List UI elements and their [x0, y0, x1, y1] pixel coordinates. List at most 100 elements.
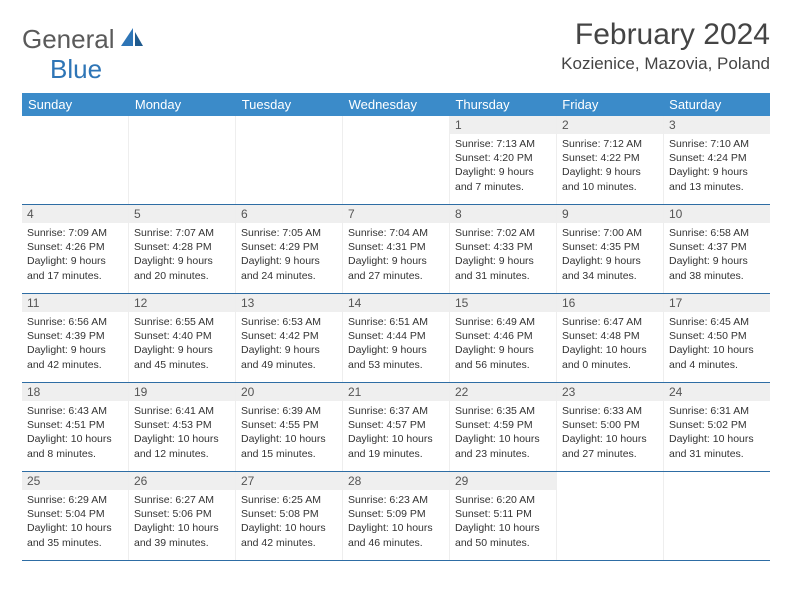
brand-part1: General — [22, 24, 115, 55]
daylight-text: and 50 minutes. — [455, 536, 551, 550]
day-cell: 1Sunrise: 7:13 AMSunset: 4:20 PMDaylight… — [450, 116, 557, 204]
daylight-text: and 17 minutes. — [27, 269, 123, 283]
sunset-text: Sunset: 4:59 PM — [455, 418, 551, 432]
daylight-text: Daylight: 9 hours — [348, 343, 444, 357]
sunrise-text: Sunrise: 6:37 AM — [348, 404, 444, 418]
daylight-text: Daylight: 10 hours — [134, 521, 230, 535]
daylight-text: and 46 minutes. — [348, 536, 444, 550]
day-number: 2 — [557, 116, 663, 134]
sunset-text: Sunset: 4:44 PM — [348, 329, 444, 343]
daylight-text: Daylight: 9 hours — [27, 254, 123, 268]
daylight-text: and 31 minutes. — [669, 447, 765, 461]
sunset-text: Sunset: 5:04 PM — [27, 507, 123, 521]
sunset-text: Sunset: 4:40 PM — [134, 329, 230, 343]
daylight-text: and 35 minutes. — [27, 536, 123, 550]
day-cell: 5Sunrise: 7:07 AMSunset: 4:28 PMDaylight… — [129, 205, 236, 293]
sunrise-text: Sunrise: 6:39 AM — [241, 404, 337, 418]
day-cell: 25Sunrise: 6:29 AMSunset: 5:04 PMDayligh… — [22, 472, 129, 560]
empty-cell — [22, 116, 129, 204]
day-cell: 16Sunrise: 6:47 AMSunset: 4:48 PMDayligh… — [557, 294, 664, 382]
daylight-text: Daylight: 10 hours — [241, 521, 337, 535]
dow-friday: Friday — [556, 93, 663, 116]
day-number: 27 — [236, 472, 342, 490]
daylight-text: Daylight: 9 hours — [562, 165, 658, 179]
sunrise-text: Sunrise: 7:04 AM — [348, 226, 444, 240]
daylight-text: and 4 minutes. — [669, 358, 765, 372]
day-number: 28 — [343, 472, 449, 490]
day-cell: 27 Sunrise: 6:25 AMSunset: 5:08 PMDayligh… — [236, 472, 343, 560]
sunrise-text: Sunrise: 6:53 AM — [241, 315, 337, 329]
weeks-container: 1Sunrise: 7:13 AMSunset: 4:20 PMDaylight… — [22, 116, 770, 561]
sunrise-text: Sunrise: 6:43 AM — [27, 404, 123, 418]
day-cell: 14Sunrise: 6:51 AMSunset: 4:44 PMDayligh… — [343, 294, 450, 382]
daylight-text: Daylight: 9 hours — [669, 254, 765, 268]
title-block: February 2024 Kozienice, Mazovia, Poland — [561, 18, 770, 74]
sunset-text: Sunset: 4:46 PM — [455, 329, 551, 343]
sunset-text: Sunset: 4:53 PM — [134, 418, 230, 432]
day-cell: 11Sunrise: 6:56 AMSunset: 4:39 PMDayligh… — [22, 294, 129, 382]
day-number: 7 — [343, 205, 449, 223]
dow-sunday: Sunday — [22, 93, 129, 116]
day-number: 14 — [343, 294, 449, 312]
daylight-text: and 53 minutes. — [348, 358, 444, 372]
sunrise-text: Sunrise: 7:00 AM — [562, 226, 658, 240]
sunset-text: Sunset: 4:31 PM — [348, 240, 444, 254]
sunset-text: Sunset: 5:02 PM — [669, 418, 765, 432]
sunrise-text: Sunrise: 7:07 AM — [134, 226, 230, 240]
day-number: 4 — [22, 205, 128, 223]
daylight-text: and 10 minutes. — [562, 180, 658, 194]
day-cell: 18Sunrise: 6:43 AMSunset: 4:51 PMDayligh… — [22, 383, 129, 471]
sunset-text: Sunset: 5:11 PM — [455, 507, 551, 521]
empty-cell — [236, 116, 343, 204]
sunrise-text: Sunrise: 6:20 AM — [455, 493, 551, 507]
daylight-text: Daylight: 10 hours — [455, 432, 551, 446]
daylight-text: and 27 minutes. — [348, 269, 444, 283]
day-number: 15 — [450, 294, 556, 312]
day-cell: 24Sunrise: 6:31 AMSunset: 5:02 PMDayligh… — [664, 383, 770, 471]
daylight-text: and 34 minutes. — [562, 269, 658, 283]
dow-tuesday: Tuesday — [236, 93, 343, 116]
sunset-text: Sunset: 4:24 PM — [669, 151, 765, 165]
daylight-text: and 19 minutes. — [348, 447, 444, 461]
day-number: 6 — [236, 205, 342, 223]
daylight-text: and 12 minutes. — [134, 447, 230, 461]
daylight-text: and 24 minutes. — [241, 269, 337, 283]
day-number: 9 — [557, 205, 663, 223]
daylight-text: and 45 minutes. — [134, 358, 230, 372]
day-cell: 22Sunrise: 6:35 AMSunset: 4:59 PMDayligh… — [450, 383, 557, 471]
day-number: 26 — [129, 472, 235, 490]
day-number: 13 — [236, 294, 342, 312]
dow-wednesday: Wednesday — [343, 93, 450, 116]
daylight-text: Daylight: 9 hours — [241, 343, 337, 357]
day-cell: 19Sunrise: 6:41 AMSunset: 4:53 PMDayligh… — [129, 383, 236, 471]
day-cell: 26Sunrise: 6:27 AMSunset: 5:06 PMDayligh… — [129, 472, 236, 560]
daylight-text: and 0 minutes. — [562, 358, 658, 372]
daylight-text: and 39 minutes. — [134, 536, 230, 550]
dow-monday: Monday — [129, 93, 236, 116]
day-number: 1 — [450, 116, 556, 134]
day-cell: 2Sunrise: 7:12 AMSunset: 4:22 PMDaylight… — [557, 116, 664, 204]
daylight-text: Daylight: 10 hours — [562, 432, 658, 446]
day-number: 18 — [22, 383, 128, 401]
sunrise-text: Sunrise: 6:35 AM — [455, 404, 551, 418]
empty-cell — [129, 116, 236, 204]
empty-cell — [343, 116, 450, 204]
day-number: 19 — [129, 383, 235, 401]
day-cell: 7Sunrise: 7:04 AMSunset: 4:31 PMDaylight… — [343, 205, 450, 293]
day-number: 3 — [664, 116, 770, 134]
sunrise-text: Sunrise: 6:58 AM — [669, 226, 765, 240]
sunrise-text: Sunrise: 6:31 AM — [669, 404, 765, 418]
sunset-text: Sunset: 5:08 PM — [241, 507, 337, 521]
sunrise-text: Sunrise: 6:25 AM — [241, 493, 337, 507]
sunset-text: Sunset: 4:37 PM — [669, 240, 765, 254]
day-cell: 20Sunrise: 6:39 AMSunset: 4:55 PMDayligh… — [236, 383, 343, 471]
day-number: 8 — [450, 205, 556, 223]
sunset-text: Sunset: 4:50 PM — [669, 329, 765, 343]
day-number: 17 — [664, 294, 770, 312]
location-text: Kozienice, Mazovia, Poland — [561, 54, 770, 74]
day-cell: 29Sunrise: 6:20 AMSunset: 5:11 PMDayligh… — [450, 472, 557, 560]
day-number: 12 — [129, 294, 235, 312]
sunrise-text: Sunrise: 6:56 AM — [27, 315, 123, 329]
daylight-text: and 13 minutes. — [669, 180, 765, 194]
daylight-text: and 23 minutes. — [455, 447, 551, 461]
